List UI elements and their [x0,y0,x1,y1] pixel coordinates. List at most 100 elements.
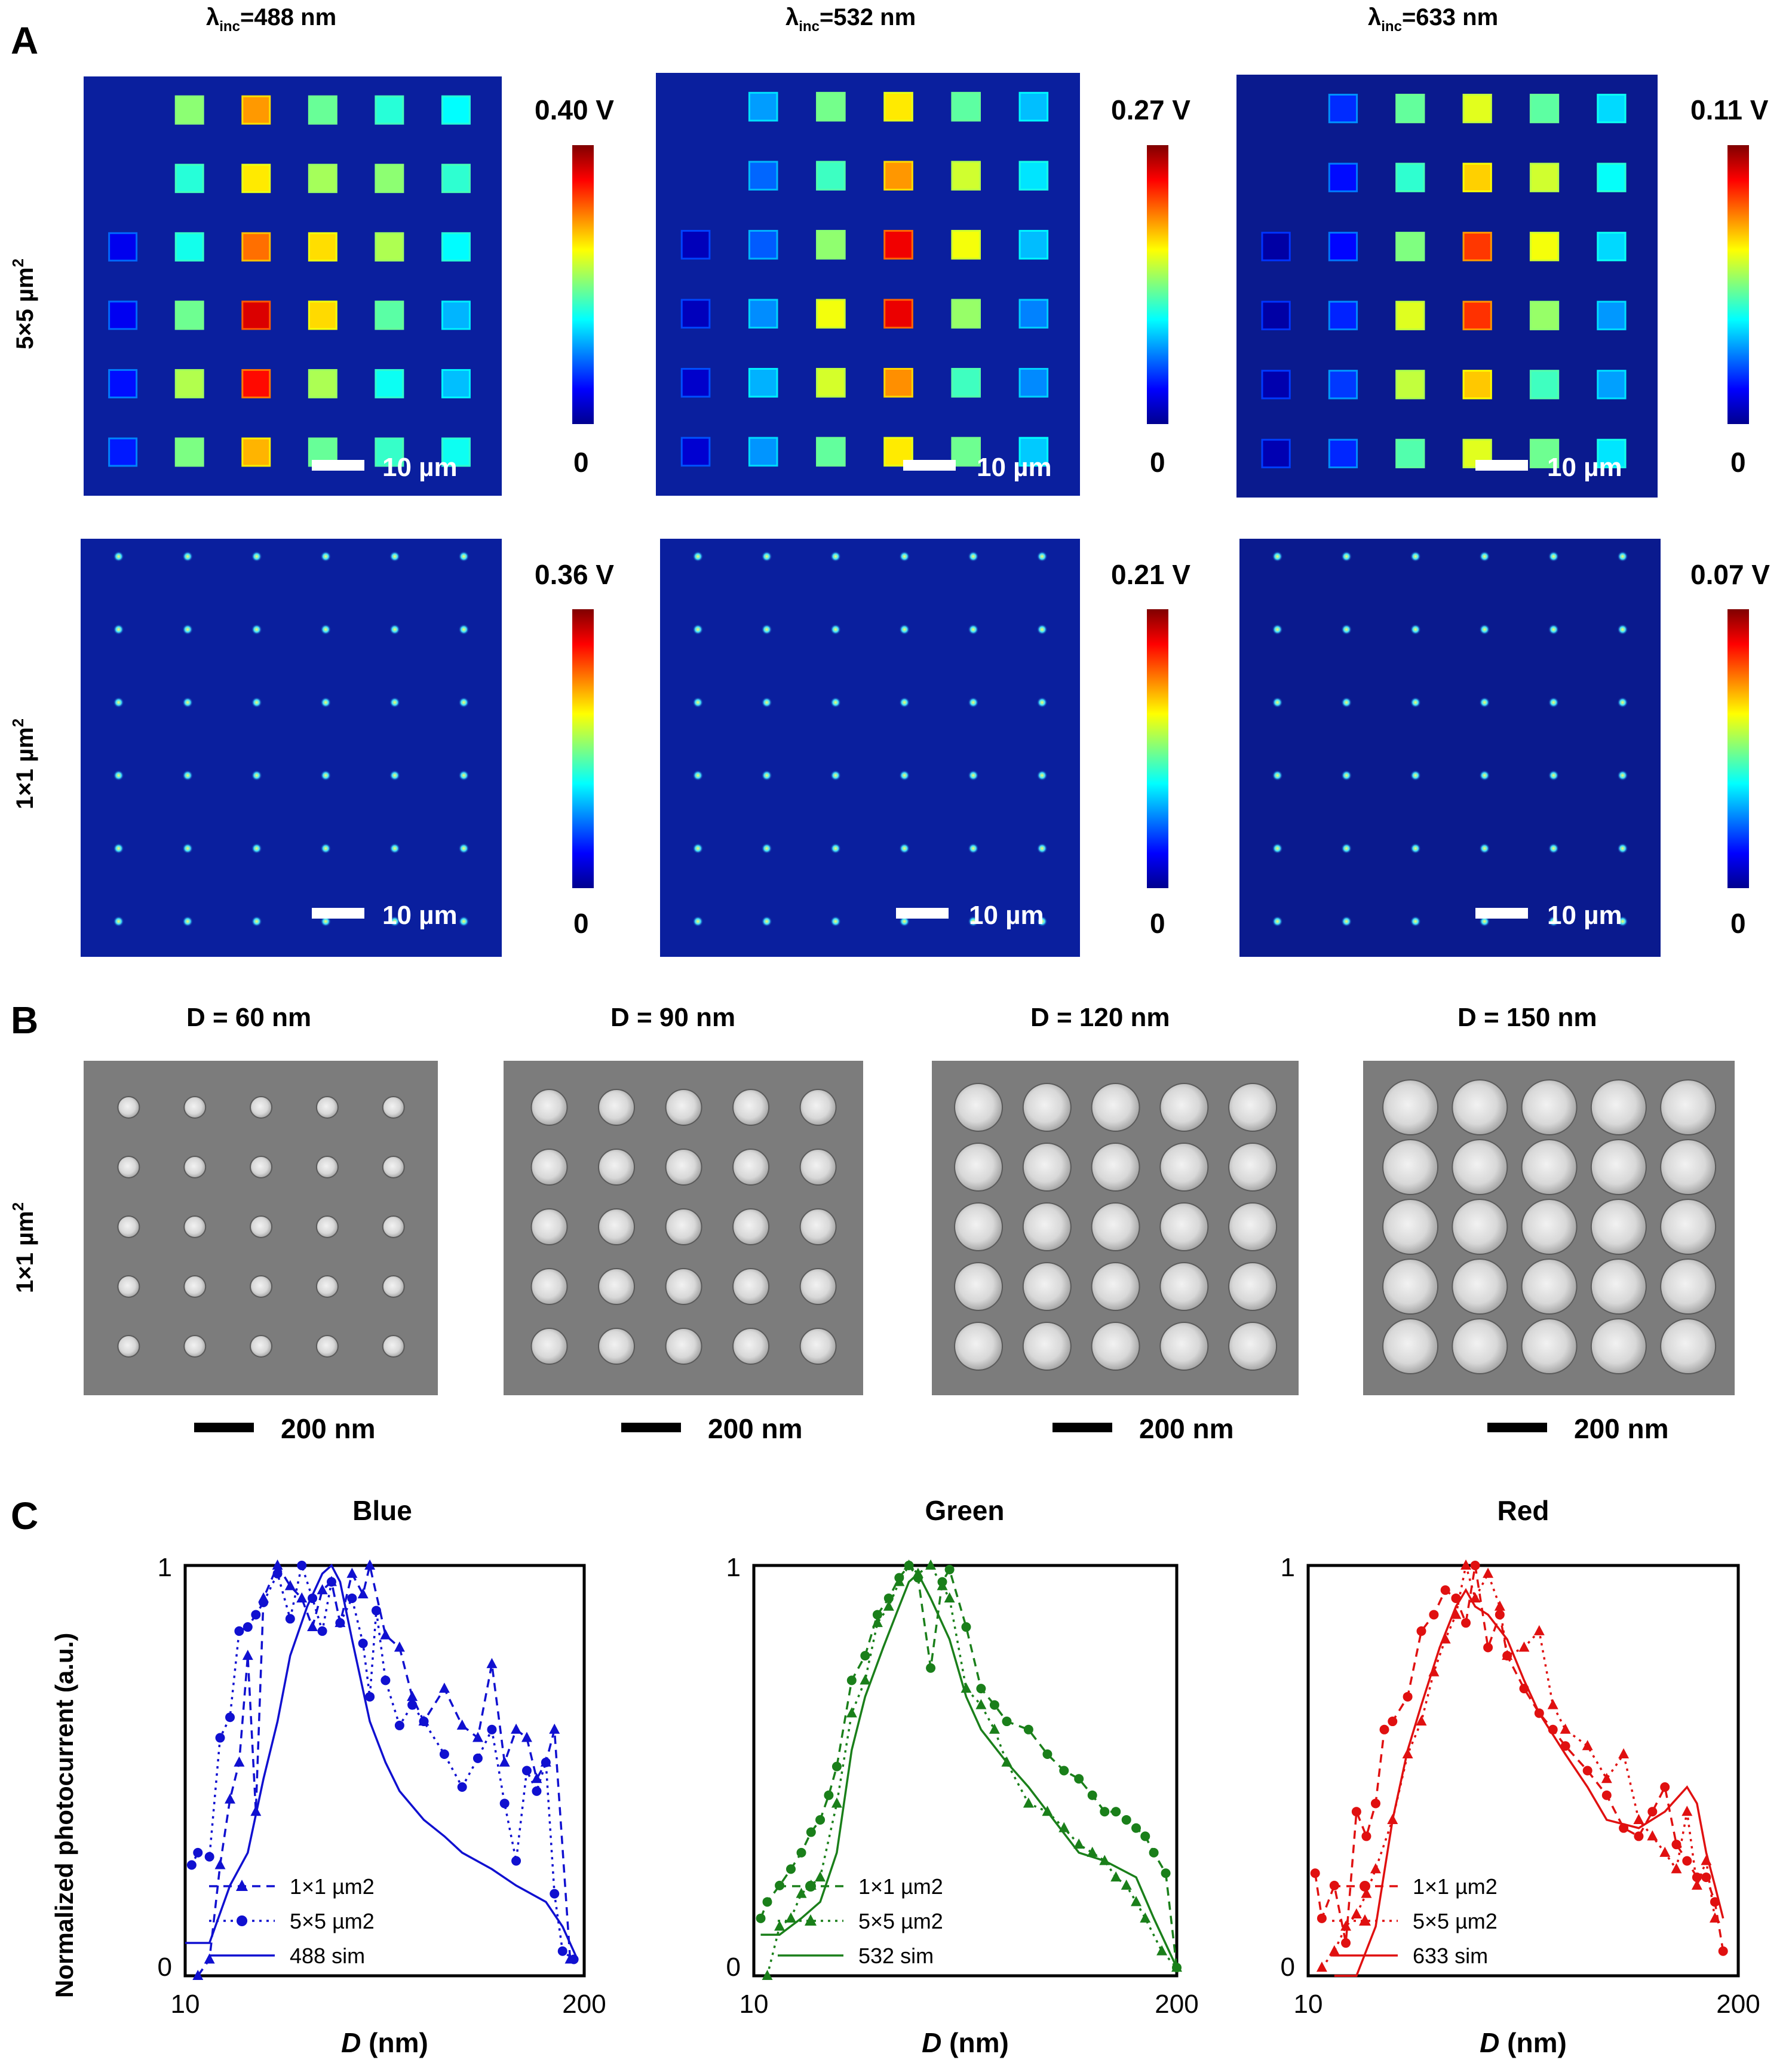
data-point [1121,1815,1131,1825]
data-point [903,1559,915,1570]
pixel-dot [458,697,470,708]
data-point [1470,1561,1480,1570]
pixel-square [1328,94,1358,124]
svg-text:5×5 µm2: 5×5 µm2 [9,259,38,349]
nanoparticle [1660,1079,1717,1135]
pixel-dot [1272,551,1283,562]
data-point [1533,1625,1545,1635]
svg-text:0.07 V: 0.07 V [1690,559,1770,590]
sem-image-90 [504,1061,863,1395]
nanoparticle [315,1096,339,1119]
nanoparticle [1159,1083,1209,1132]
data-point [285,1614,295,1624]
pixel-dot [1410,843,1421,854]
pixel-dot [968,624,979,635]
data-point [1582,1740,1593,1751]
data-point [1647,1807,1658,1817]
pixel-dot [251,624,262,635]
pixel-square [1529,162,1560,192]
pixel-dot [761,551,772,562]
nanoparticle [1660,1139,1717,1195]
nanoparticle [1091,1143,1140,1192]
column-title-3: λinc=633 nm [1368,4,1498,35]
pixel-square [816,161,846,191]
pixel-dot [1479,843,1490,854]
data-point [1502,1650,1513,1660]
nanoparticle [1452,1318,1508,1374]
data-point [1074,1774,1084,1784]
pixel-square [308,300,337,330]
pixel-dot [1548,624,1559,635]
pixel-dot [692,770,704,781]
pixel-square [1395,370,1425,400]
pixel-dot [1341,624,1352,635]
data-point [774,1920,785,1931]
nanoparticle [1382,1258,1439,1315]
panel-label-b: B [11,999,38,1042]
pixel-square [1597,232,1627,262]
data-point [1403,1691,1413,1702]
legend-marker [237,1915,247,1926]
data-point [1100,1807,1110,1817]
pixel-dot [1479,697,1490,708]
row-label-b: 1×1 µm2 [9,1202,38,1293]
pixel-square [108,232,138,262]
pixel-square [375,232,404,262]
legend: 1×1 µm2 5×5 µm2 532 sim [778,1874,943,1968]
data-point [317,1626,327,1636]
data-point [1601,1773,1612,1783]
data-point [1709,1912,1720,1923]
svg-text:200 nm: 200 nm [1574,1413,1669,1444]
pixel-dot [1272,843,1283,854]
colorbar-5: 0.21 V 0 [1111,559,1190,939]
data-point [1341,1938,1351,1948]
pixel-dot [899,843,910,854]
pixel-square [883,368,913,398]
data-point [335,1618,345,1628]
nanoparticle [1228,1202,1278,1251]
data-point [381,1675,391,1686]
map-633-5x5 [1236,75,1658,498]
nanoparticle [665,1089,702,1126]
scale-bar-a1: 10 µm [312,453,458,482]
pixel-dot [320,697,332,708]
scale-bar-b1: 200 nm [194,1413,376,1444]
nanoparticle [665,1268,702,1305]
data-point [1601,1790,1612,1800]
pixel-square [375,95,404,125]
pixel-dot [182,551,194,562]
pixel-dot [1479,770,1490,781]
chart-title: Blue [352,1495,412,1526]
data-point [1140,1831,1150,1841]
svg-text:1×1 µm2: 1×1 µm2 [9,1202,38,1293]
nanoparticle [250,1335,273,1358]
y-tick-label: 0 [158,1952,172,1982]
nanoparticle [1382,1139,1439,1195]
series-line [766,1564,1178,1976]
data-point [394,1641,405,1652]
svg-text:1×1 µm2: 1×1 µm2 [9,719,38,809]
pixel-dot [899,770,910,781]
nanoparticle [598,1208,636,1245]
scale-bar-b3: 200 nm [1053,1413,1234,1444]
legend-label: 5×5 µm2 [1413,1909,1498,1933]
sem-image-60 [84,1061,438,1395]
pixel-square [1261,438,1291,469]
data-point [1416,1626,1426,1636]
pixel-dot [1617,624,1628,635]
pixel-dot [1479,551,1490,562]
legend-marker [1360,1881,1370,1892]
pixel-dot [968,843,979,854]
nanoparticle [530,1208,568,1245]
nanoparticle [1452,1258,1508,1315]
data-point [883,1593,894,1603]
pixel-square [1261,232,1291,262]
pixel-dot [1548,770,1559,781]
data-point [1416,1715,1427,1726]
pixel-square [174,232,204,262]
pixel-dot [113,551,124,562]
svg-text:10 µm: 10 µm [969,901,1044,930]
nanoparticle [1228,1143,1278,1192]
nanoparticle [1590,1079,1647,1135]
